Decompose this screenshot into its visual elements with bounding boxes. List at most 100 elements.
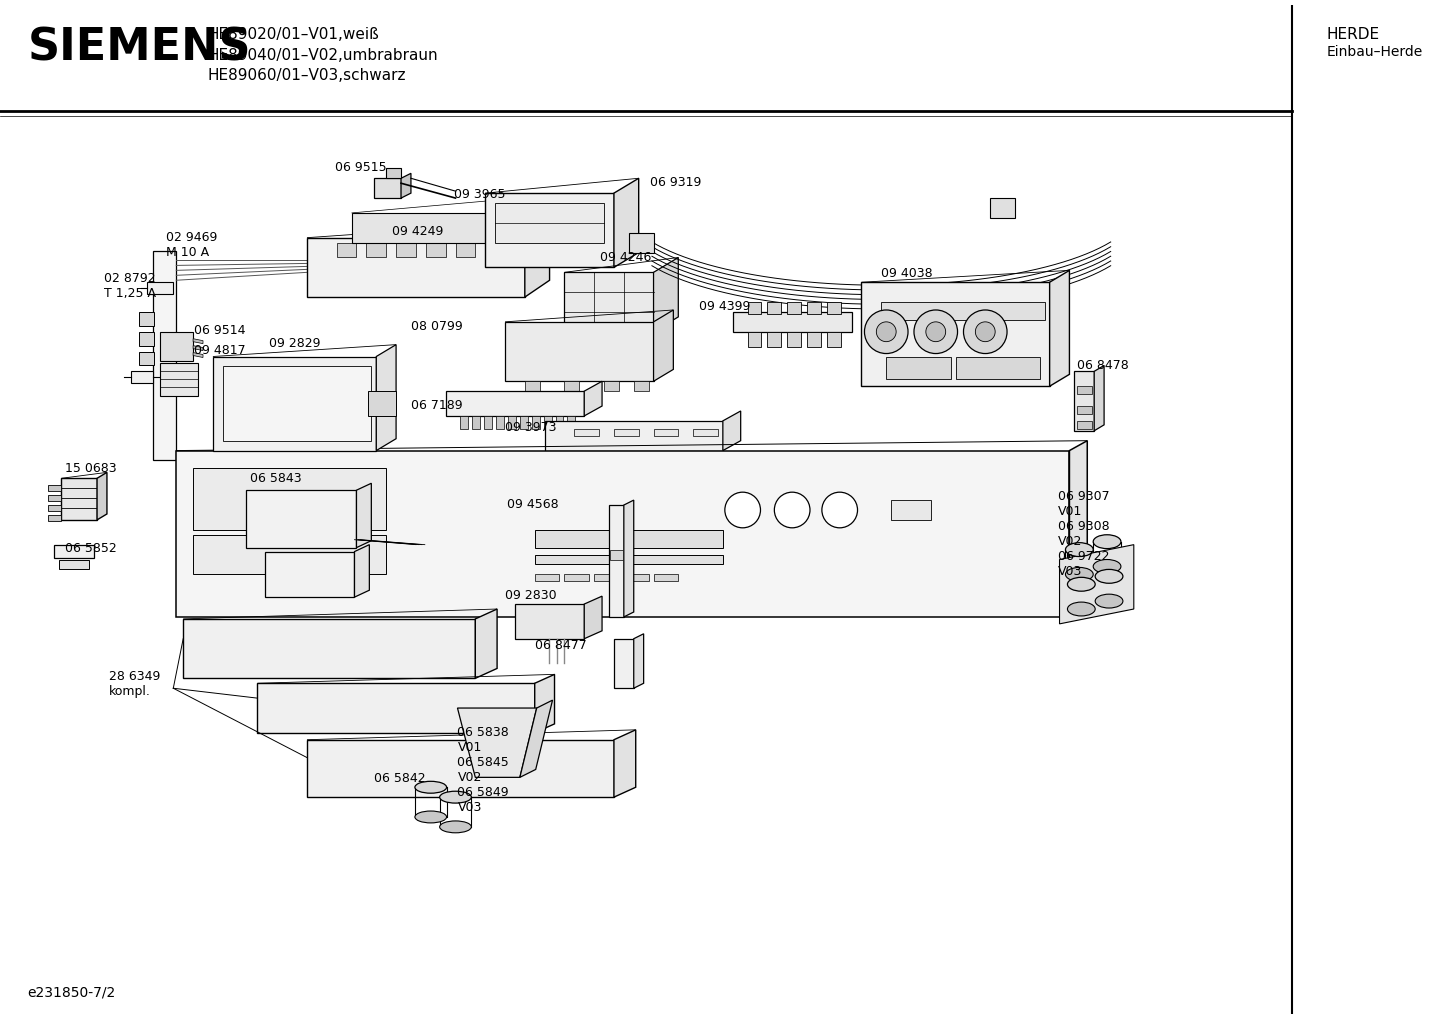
Ellipse shape: [1066, 568, 1093, 581]
Polygon shape: [881, 302, 1044, 320]
Polygon shape: [368, 391, 397, 416]
Polygon shape: [258, 675, 555, 684]
Polygon shape: [584, 381, 603, 416]
Polygon shape: [535, 530, 722, 547]
Polygon shape: [826, 302, 841, 314]
Polygon shape: [456, 243, 476, 258]
Polygon shape: [555, 416, 564, 429]
Polygon shape: [610, 549, 623, 559]
Polygon shape: [153, 251, 176, 461]
Polygon shape: [584, 596, 603, 639]
Polygon shape: [485, 194, 614, 267]
Ellipse shape: [440, 791, 472, 803]
Polygon shape: [574, 429, 598, 436]
Polygon shape: [887, 357, 950, 379]
Polygon shape: [808, 332, 820, 346]
Polygon shape: [62, 478, 97, 520]
Polygon shape: [891, 500, 930, 520]
Polygon shape: [352, 198, 521, 213]
Text: 06 9515: 06 9515: [335, 161, 386, 174]
Polygon shape: [653, 429, 678, 436]
Polygon shape: [808, 302, 820, 314]
Polygon shape: [861, 270, 1070, 282]
Text: 06 8478: 06 8478: [1077, 360, 1129, 373]
Polygon shape: [624, 575, 649, 581]
Polygon shape: [653, 258, 678, 332]
Polygon shape: [1074, 371, 1094, 431]
Polygon shape: [425, 243, 446, 258]
Polygon shape: [386, 168, 401, 178]
Polygon shape: [131, 371, 153, 383]
Polygon shape: [307, 740, 614, 797]
Polygon shape: [224, 367, 372, 440]
Text: 28 6349
kompl.: 28 6349 kompl.: [110, 671, 160, 698]
Text: 06 7189: 06 7189: [411, 399, 463, 412]
Polygon shape: [1077, 406, 1092, 414]
Polygon shape: [532, 416, 539, 429]
Polygon shape: [48, 505, 62, 511]
Text: 06 5842: 06 5842: [375, 772, 425, 786]
Polygon shape: [485, 243, 505, 258]
Polygon shape: [633, 634, 643, 688]
Text: 09 4568: 09 4568: [508, 498, 558, 512]
Circle shape: [963, 310, 1007, 354]
Text: 02 8792
T 1,25 A: 02 8792 T 1,25 A: [104, 272, 156, 301]
Text: 06 8477: 06 8477: [535, 639, 587, 652]
Text: HERDE: HERDE: [1327, 26, 1380, 42]
Polygon shape: [401, 173, 411, 198]
Polygon shape: [956, 357, 1040, 379]
Polygon shape: [176, 450, 1070, 616]
Text: 06 9307
V01
06 9308
V02
06 9722
V03: 06 9307 V01 06 9308 V02 06 9722 V03: [1057, 490, 1109, 578]
Polygon shape: [138, 332, 154, 345]
Polygon shape: [352, 213, 495, 243]
Text: 09 2830: 09 2830: [505, 589, 557, 602]
Text: HE89060/01–V03,schwarz: HE89060/01–V03,schwarz: [208, 68, 407, 84]
Text: 09 3973: 09 3973: [505, 421, 557, 434]
Text: SIEMENS: SIEMENS: [27, 26, 251, 69]
Polygon shape: [485, 416, 492, 429]
Polygon shape: [505, 322, 653, 381]
Text: 09 4249: 09 4249: [392, 225, 444, 237]
Polygon shape: [604, 381, 619, 391]
Ellipse shape: [1094, 594, 1123, 608]
Text: 09 4038: 09 4038: [881, 267, 933, 280]
Polygon shape: [694, 429, 718, 436]
Polygon shape: [614, 730, 636, 797]
Polygon shape: [193, 535, 386, 575]
Text: 06 5843: 06 5843: [249, 473, 301, 485]
Polygon shape: [62, 473, 107, 478]
Polygon shape: [1050, 270, 1070, 386]
Polygon shape: [505, 310, 673, 322]
Ellipse shape: [440, 821, 472, 833]
Polygon shape: [624, 500, 633, 616]
Polygon shape: [160, 332, 193, 362]
Polygon shape: [193, 469, 386, 530]
Circle shape: [725, 492, 760, 528]
Polygon shape: [476, 609, 497, 679]
Polygon shape: [496, 416, 505, 429]
Ellipse shape: [1093, 535, 1120, 548]
Polygon shape: [535, 575, 559, 581]
Polygon shape: [397, 243, 415, 258]
Polygon shape: [767, 332, 782, 346]
Polygon shape: [97, 473, 107, 520]
Polygon shape: [176, 440, 1087, 450]
Polygon shape: [138, 312, 154, 326]
Circle shape: [864, 310, 908, 354]
Polygon shape: [614, 639, 633, 688]
Polygon shape: [460, 416, 469, 429]
Text: HE89020/01–V01,weiß: HE89020/01–V01,weiß: [208, 26, 379, 42]
Polygon shape: [265, 551, 355, 597]
Polygon shape: [564, 258, 678, 272]
Text: Einbau–Herde: Einbau–Herde: [1327, 45, 1423, 58]
Polygon shape: [525, 221, 549, 298]
Polygon shape: [336, 243, 356, 258]
Polygon shape: [614, 178, 639, 267]
Text: 09 4817: 09 4817: [195, 343, 245, 357]
Polygon shape: [213, 357, 376, 450]
Polygon shape: [747, 302, 761, 314]
Polygon shape: [1060, 544, 1133, 624]
Ellipse shape: [415, 782, 447, 793]
Polygon shape: [614, 429, 639, 436]
Text: 06 5852: 06 5852: [65, 542, 117, 554]
